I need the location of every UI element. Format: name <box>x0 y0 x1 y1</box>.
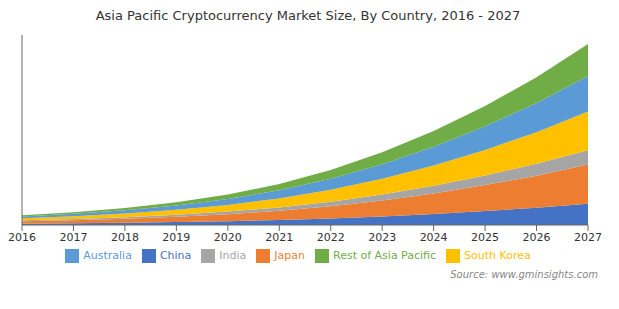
svg-text:2016: 2016 <box>8 231 36 244</box>
svg-text:2025: 2025 <box>471 231 499 244</box>
svg-text:2021: 2021 <box>265 231 293 244</box>
svg-text:2019: 2019 <box>162 231 190 244</box>
svg-text:2022: 2022 <box>317 231 345 244</box>
html-text:China: China <box>159 249 192 262</box>
html-text:South Korea: South Korea <box>464 249 531 262</box>
svg-text:2024: 2024 <box>420 231 448 244</box>
html-text:Asia Pacific Cryptocurrency Ma: Asia Pacific Cryptocurrency Market Size,… <box>95 8 521 23</box>
html-text:Australia: Australia <box>83 249 132 262</box>
svg-text:2027: 2027 <box>574 231 602 244</box>
svg-text:2026: 2026 <box>523 231 551 244</box>
svg-text:2023: 2023 <box>368 231 396 244</box>
html-text:India: India <box>219 249 247 262</box>
svg-text:2020: 2020 <box>214 231 242 244</box>
svg-text:2018: 2018 <box>111 231 139 244</box>
html-text:Source: www.gminsights.com: Source: www.gminsights.com <box>450 269 598 280</box>
svg-text:2017: 2017 <box>59 231 87 244</box>
html-text:Japan: Japan <box>274 249 305 262</box>
html-text:Rest of Asia Pacific: Rest of Asia Pacific <box>333 249 437 262</box>
